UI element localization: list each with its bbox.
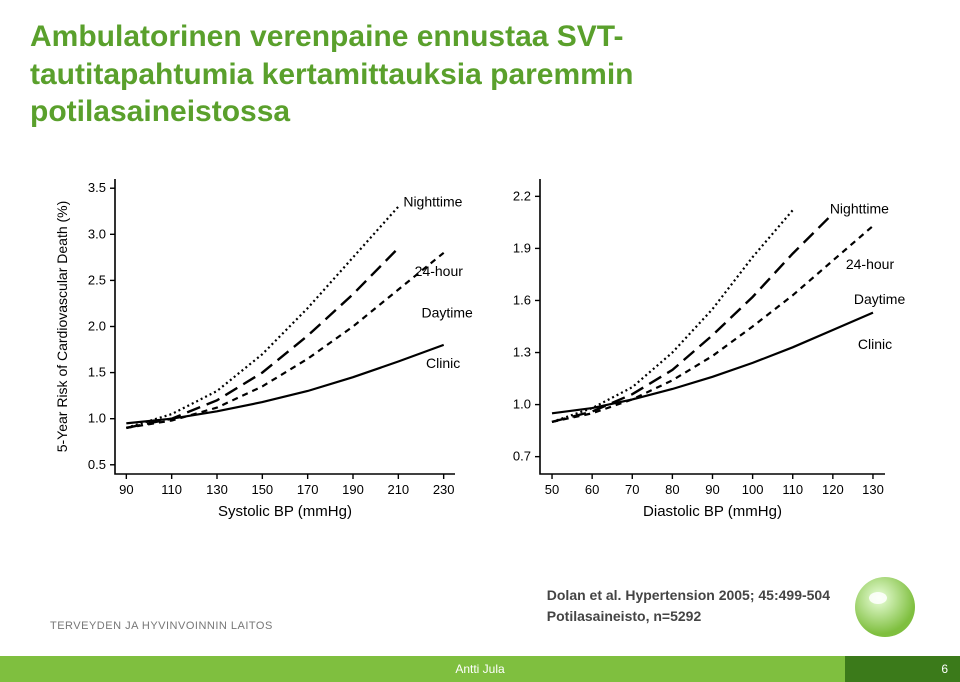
svg-text:60: 60 (585, 482, 599, 497)
title-line: potilasaineistossa (30, 95, 290, 128)
svg-text:Nighttime: Nighttime (403, 193, 462, 209)
svg-text:0.5: 0.5 (88, 456, 106, 471)
footer-bar: Antti Jula 6 (0, 656, 960, 682)
svg-text:190: 190 (342, 482, 364, 497)
svg-text:70: 70 (625, 482, 639, 497)
svg-text:3.0: 3.0 (88, 226, 106, 241)
slide-title: Ambulatorinen verenpaine ennustaa SVT- t… (0, 0, 960, 139)
thl-logo-icon (850, 572, 920, 642)
svg-text:24-hour: 24-hour (415, 262, 464, 278)
svg-text:1.3: 1.3 (513, 344, 531, 359)
svg-text:130: 130 (206, 482, 228, 497)
citation-line: Potilasaineisto, n=5292 (547, 606, 830, 627)
svg-text:2.2: 2.2 (513, 188, 531, 203)
svg-text:230: 230 (433, 482, 455, 497)
citation: Dolan et al. Hypertension 2005; 45:499-5… (547, 585, 830, 627)
systolic-chart: 0.5 1.0 1.5 2.0 2.5 3.0 3.5 90 110 130 150 170 190 21… (45, 159, 485, 519)
svg-text:210: 210 (387, 482, 409, 497)
svg-text:3.5: 3.5 (88, 180, 106, 195)
svg-text:0.7: 0.7 (513, 448, 531, 463)
page-number: 6 (941, 662, 948, 676)
svg-text:110: 110 (782, 482, 803, 497)
svg-text:24-hour: 24-hour (846, 256, 895, 272)
right-chart-panel: 0.7 1.0 1.3 1.6 1.9 2.2 50 60 70 80 90 100 110 120 130… (485, 159, 915, 519)
svg-text:130: 130 (862, 482, 884, 497)
svg-text:1.5: 1.5 (88, 364, 106, 379)
svg-text:120: 120 (822, 482, 844, 497)
footer-bar-light (0, 656, 845, 682)
svg-text:50: 50 (545, 482, 559, 497)
title-line: Ambulatorinen verenpaine ennustaa SVT- (30, 20, 623, 53)
svg-text:Systolic BP (mmHg): Systolic BP (mmHg) (218, 503, 352, 519)
title-line: tautitapahtumia kertamittauksia paremmin (30, 58, 634, 91)
svg-text:100: 100 (742, 482, 764, 497)
svg-text:Nighttime: Nighttime (830, 200, 889, 216)
svg-text:Diastolic BP (mmHg): Diastolic BP (mmHg) (643, 503, 782, 519)
svg-text:80: 80 (665, 482, 679, 497)
svg-text:2.0: 2.0 (88, 318, 106, 333)
svg-text:150: 150 (251, 482, 273, 497)
presenter-name: Antti Jula (455, 662, 504, 676)
svg-text:110: 110 (161, 482, 182, 497)
svg-text:Daytime: Daytime (421, 304, 473, 320)
svg-text:1.0: 1.0 (513, 396, 531, 411)
svg-text:1.0: 1.0 (88, 410, 106, 425)
chart-row: 0.5 1.0 1.5 2.0 2.5 3.0 3.5 90 110 130 150 170 190 21… (0, 159, 960, 519)
svg-text:Clinic: Clinic (426, 354, 460, 370)
svg-text:2.5: 2.5 (88, 272, 106, 287)
svg-text:1.9: 1.9 (513, 240, 531, 255)
svg-text:Clinic: Clinic (858, 336, 892, 352)
svg-text:90: 90 (705, 482, 719, 497)
svg-text:Daytime: Daytime (854, 290, 906, 306)
diastolic-chart: 0.7 1.0 1.3 1.6 1.9 2.2 50 60 70 80 90 100 110 120 130… (485, 159, 915, 519)
left-chart-panel: 0.5 1.0 1.5 2.0 2.5 3.0 3.5 90 110 130 150 170 190 21… (45, 159, 485, 519)
citation-line: Dolan et al. Hypertension 2005; 45:499-5… (547, 585, 830, 606)
svg-text:5-Year Risk of Cardiovascular: 5-Year Risk of Cardiovascular Death (%) (54, 200, 70, 452)
svg-text:170: 170 (297, 482, 319, 497)
institution-label: TERVEYDEN JA HYVINVOINNIN LAITOS (50, 620, 273, 632)
svg-text:1.6: 1.6 (513, 292, 531, 307)
svg-text:90: 90 (119, 482, 133, 497)
